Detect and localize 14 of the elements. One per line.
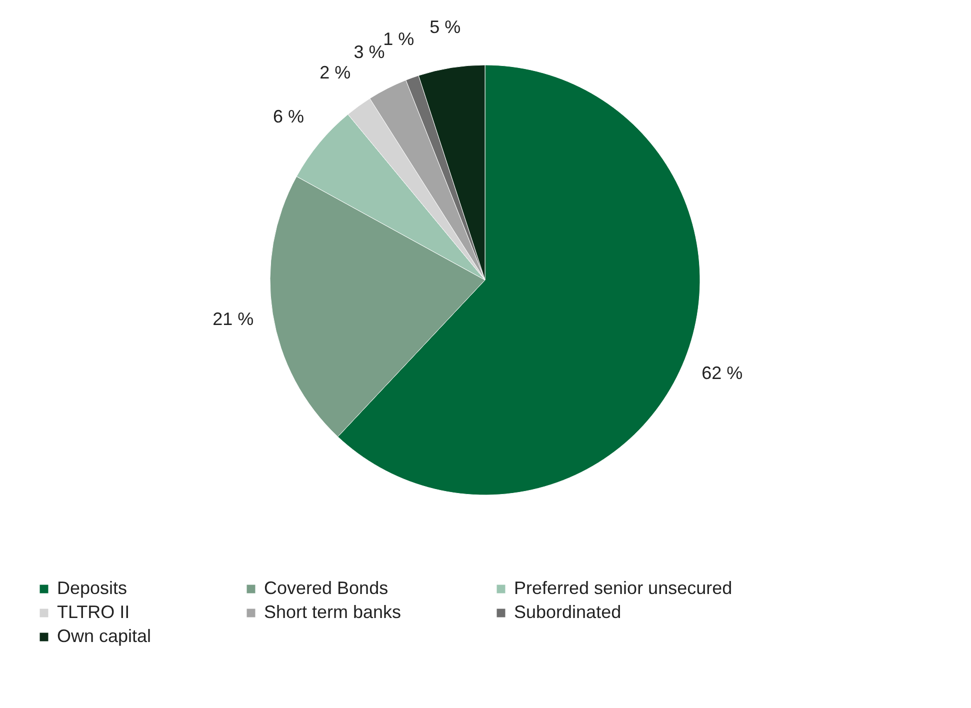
data-label: 5 % — [430, 17, 461, 38]
data-label: 3 % — [354, 42, 385, 62]
legend-label: Own capital — [57, 626, 152, 646]
data-label: 6 % — [273, 106, 304, 126]
legend-label: Deposits — [57, 578, 128, 598]
data-label: 2 % — [320, 62, 351, 83]
data-label: 62 % — [702, 362, 743, 383]
legend-label: TLTRO II — [57, 602, 130, 622]
legend-label: Covered Bonds — [264, 578, 388, 598]
legend-label: Subordinated — [514, 602, 622, 622]
data-label: 1 % — [383, 29, 414, 50]
legend-label: Preferred senior unsecured — [514, 578, 732, 598]
legend-label: Short term banks — [264, 602, 402, 622]
data-label: 21 % — [212, 308, 254, 329]
